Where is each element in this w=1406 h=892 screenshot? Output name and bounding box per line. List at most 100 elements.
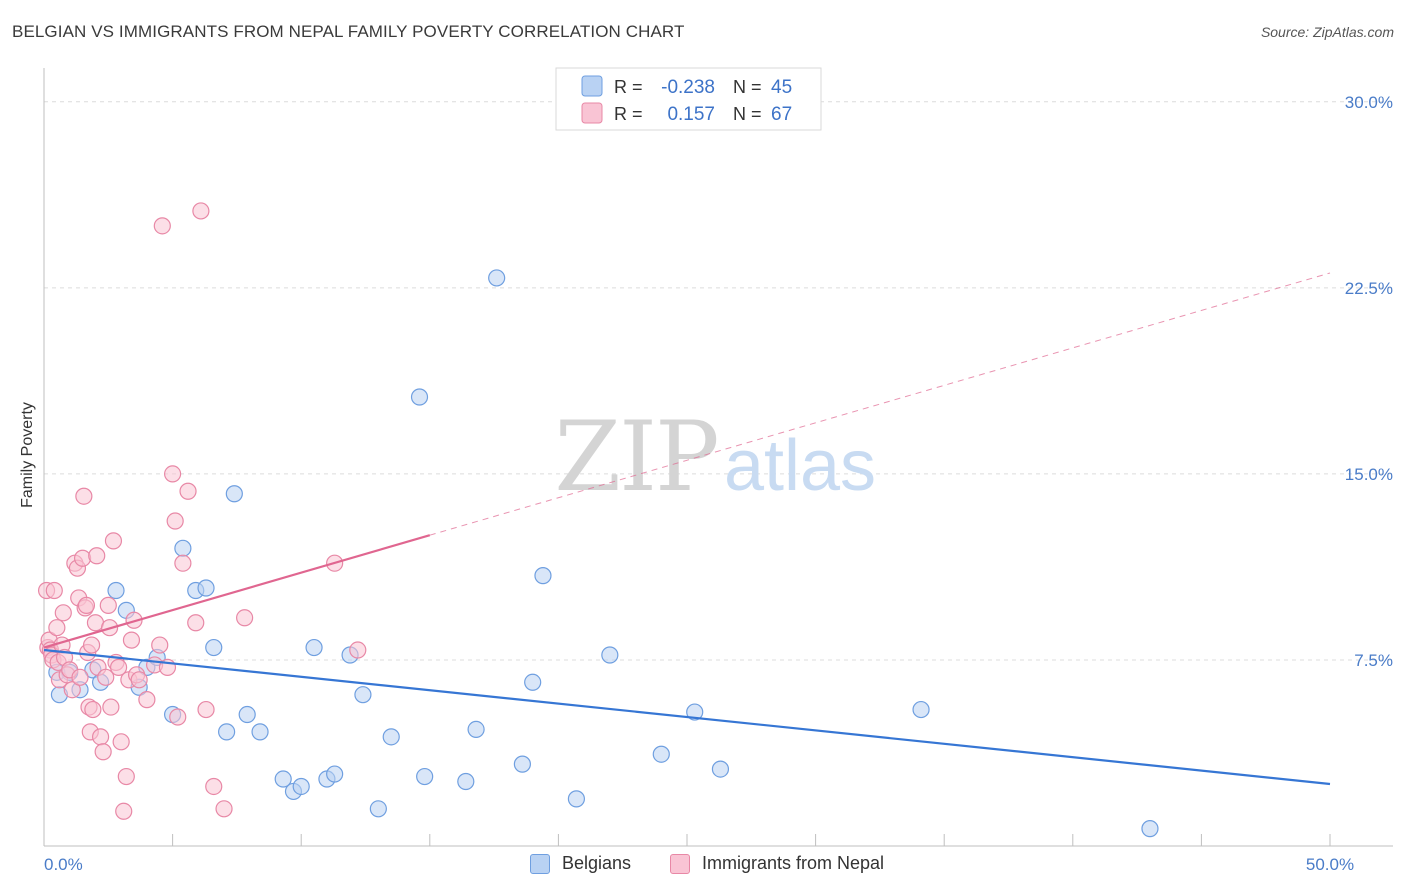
belgians-point-16 xyxy=(218,723,236,741)
belgians-point-25 xyxy=(326,765,344,783)
nepal-point-48 xyxy=(130,671,148,689)
nepal-point-60 xyxy=(192,202,210,220)
nepal-point-11 xyxy=(54,604,72,622)
nepal-point-59 xyxy=(187,614,205,632)
legend-swatch-nepal xyxy=(581,102,603,124)
belgians-point-43 xyxy=(912,700,930,719)
nepal-point-58 xyxy=(179,482,197,500)
nepal-point-38 xyxy=(104,532,123,550)
legend-r-value-2: 0.157 xyxy=(667,104,715,125)
x-ticks xyxy=(43,834,1331,846)
trend-lines xyxy=(43,272,1331,786)
nepal-point-55 xyxy=(166,512,184,530)
legend-swatch-nepal-bottom xyxy=(670,853,690,874)
belgians-point-39 xyxy=(601,646,619,664)
nepal-point-6 xyxy=(45,581,63,600)
belgians-point-31 xyxy=(416,767,434,786)
belgians-point-6 xyxy=(107,581,125,600)
legend-n-label-2: N = xyxy=(733,104,762,124)
belgians-point-23 xyxy=(305,638,323,657)
nepal-point-66 xyxy=(349,641,367,659)
x-tick-label-1: 50.0% xyxy=(1306,855,1354,874)
belgians-point-38 xyxy=(567,790,586,808)
belgians-point-36 xyxy=(524,673,542,691)
nepal-point-33 xyxy=(94,743,112,761)
nepal-trend-line xyxy=(43,534,431,649)
source-label: Source: ZipAtlas.com xyxy=(1260,24,1394,40)
watermark-atlas: atlas xyxy=(724,426,876,506)
watermark: ZIP atlas xyxy=(554,401,876,513)
belgians-point-40 xyxy=(652,745,670,763)
nepal-point-62 xyxy=(205,777,223,796)
belgians-trend-line xyxy=(43,648,1331,786)
nepal-point-32 xyxy=(91,728,110,746)
belgians-point-37 xyxy=(534,567,552,585)
belgians-point-18 xyxy=(238,705,256,724)
legend-box: R = -0.238 N = 45 R = 0.157 N = 67 xyxy=(555,67,822,131)
belgians-point-19 xyxy=(251,723,269,741)
belgians-point-12 xyxy=(174,539,192,557)
nepal-point-43 xyxy=(117,767,135,786)
belgians-point-14 xyxy=(197,579,215,597)
legend-item-belgians: Belgians xyxy=(530,853,631,874)
belgians-point-44 xyxy=(1141,820,1159,838)
nepal-point-42 xyxy=(115,802,133,820)
nepal-point-52 xyxy=(153,217,171,235)
nepal-point-49 xyxy=(138,691,156,709)
belgians-point-30 xyxy=(410,388,429,406)
data-points xyxy=(37,202,1159,838)
legend-label-nepal: Immigrants from Nepal xyxy=(702,853,885,873)
legend-r-label-1: R = xyxy=(614,77,643,97)
y-tick-label-3: 30.0% xyxy=(1345,93,1393,112)
axes xyxy=(43,68,1393,847)
belgians-point-29 xyxy=(382,728,400,746)
nepal-point-51 xyxy=(151,636,169,654)
legend-n-value-2: 67 xyxy=(771,104,792,125)
legend-swatch-belgians-bottom xyxy=(530,853,550,874)
belgians-point-41 xyxy=(686,703,704,721)
legend-r-label-2: R = xyxy=(614,104,643,124)
chart-title: BELGIAN VS IMMIGRANTS FROM NEPAL FAMILY … xyxy=(12,22,685,41)
belgians-point-17 xyxy=(225,485,243,503)
y-tick-label-0: 7.5% xyxy=(1354,651,1393,670)
nepal-point-19 xyxy=(71,668,89,686)
y-tick-label-2: 22.5% xyxy=(1345,279,1393,298)
belgians-point-28 xyxy=(369,800,387,818)
watermark-zip: ZIP xyxy=(554,401,717,513)
legend-item-nepal: Immigrants from Nepal xyxy=(670,853,884,874)
belgians-point-42 xyxy=(711,760,730,778)
legend-label-belgians: Belgians xyxy=(562,853,632,873)
legend-r-value-1: -0.238 xyxy=(661,77,715,98)
belgians-point-34 xyxy=(488,269,506,287)
nepal-point-63 xyxy=(215,800,233,818)
nepal-point-28 xyxy=(84,700,102,719)
bottom-legend: Belgians Immigrants from Nepal xyxy=(0,850,1406,880)
belgians-point-33 xyxy=(467,720,485,739)
gridlines xyxy=(44,101,1393,661)
nepal-point-45 xyxy=(122,631,141,649)
nepal-point-37 xyxy=(102,698,120,716)
nepal-point-64 xyxy=(236,609,254,627)
belgians-point-22 xyxy=(292,777,310,796)
nepal-point-57 xyxy=(174,554,192,572)
belgians-point-32 xyxy=(457,772,475,791)
nepal-point-40 xyxy=(109,658,128,676)
nepal-point-41 xyxy=(112,733,130,751)
legend-n-label-1: N = xyxy=(733,77,762,97)
nepal-point-56 xyxy=(169,708,187,726)
legend-n-value-1: 45 xyxy=(771,77,792,98)
belgians-point-35 xyxy=(513,755,531,773)
nepal-point-61 xyxy=(197,700,215,719)
nepal-point-21 xyxy=(75,487,93,505)
y-tick-labels: 7.5% 15.0% 22.5% 30.0% xyxy=(1345,93,1393,670)
nepal-point-23 xyxy=(77,596,96,614)
belgians-point-15 xyxy=(205,638,223,657)
legend-swatch-belgians xyxy=(581,75,603,97)
belgians-point-27 xyxy=(354,686,372,704)
nepal-point-35 xyxy=(99,596,117,614)
x-tick-labels: 0.0% 50.0% xyxy=(44,855,1354,874)
belgians-point-20 xyxy=(274,770,292,788)
nepal-point-15 xyxy=(63,681,81,699)
nepal-point-54 xyxy=(164,465,182,483)
